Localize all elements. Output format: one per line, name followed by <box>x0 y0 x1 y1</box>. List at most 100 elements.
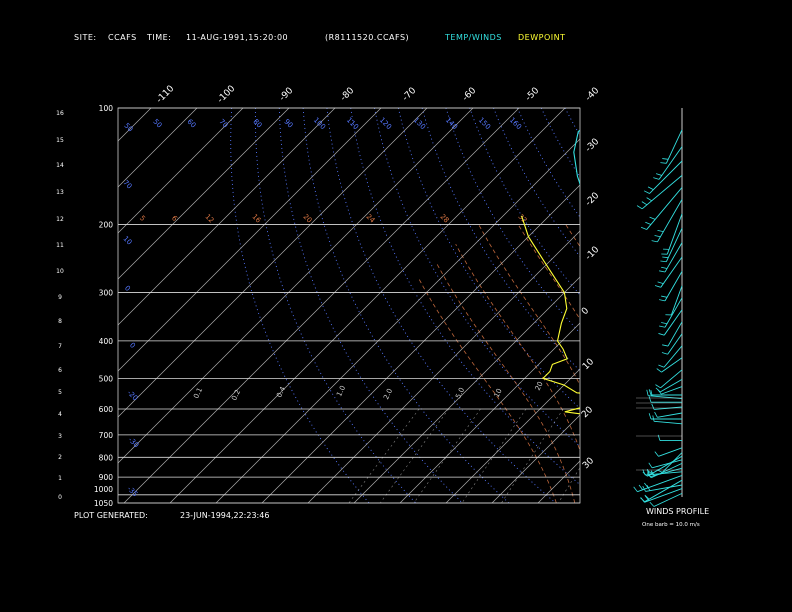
theta-label: 120 <box>378 116 393 131</box>
height-km-label: 11 <box>56 242 64 249</box>
height-km-label: 7 <box>58 343 62 350</box>
theta-label: 130 <box>412 116 427 131</box>
wind-barb-flag <box>658 333 665 336</box>
height-km-label: 1 <box>58 475 62 482</box>
dewpoint-line <box>521 215 580 415</box>
isotherm-line <box>0 108 105 503</box>
moist-adiabat-line <box>435 261 576 503</box>
wind-barb-flag <box>651 240 658 243</box>
wind-barb-flag <box>662 158 669 160</box>
theta-e-label: 28 <box>438 213 450 225</box>
dry-adiabat-line <box>779 108 792 503</box>
moist-adiabat-line <box>682 224 704 503</box>
isotherm-line <box>118 108 198 188</box>
theta-e-label: 20 <box>301 213 313 225</box>
wind-barb <box>661 357 683 373</box>
isotherm-line <box>676 108 792 503</box>
dry-adiabat-line <box>684 108 792 503</box>
wind-barb <box>665 228 683 262</box>
wind-barb-flag <box>643 190 650 194</box>
wind-barb-flag <box>649 501 655 507</box>
wind-barb-flag <box>660 260 667 263</box>
wind-barb-flag <box>640 497 646 502</box>
wind-barb <box>660 256 683 288</box>
wind-barb <box>664 271 683 302</box>
wind-barb-flag <box>644 494 650 500</box>
time-value: 11-AUG-1991,15:20:00 <box>186 33 289 42</box>
wind-barb <box>664 297 683 328</box>
dry-adiabat-line <box>421 108 580 372</box>
wind-barb <box>657 199 683 243</box>
mixing-ratio-line <box>348 408 420 503</box>
theta-left-label: -35 <box>126 485 140 499</box>
wind-barb-flag <box>647 186 654 190</box>
thermo-lines <box>0 108 792 503</box>
mixing-ratio-line <box>605 409 660 503</box>
temperature-line <box>573 129 580 186</box>
height-km-label: 16 <box>56 110 64 117</box>
wind-barb <box>646 187 683 230</box>
wind-barb-flag <box>646 469 652 475</box>
height-km-label: 3 <box>58 433 62 440</box>
wind-barb <box>644 479 683 503</box>
dry-adiabat-line <box>589 108 792 503</box>
dry-adiabat-line <box>613 108 792 503</box>
wind-barb <box>670 285 683 316</box>
height-km-label: 13 <box>56 189 64 196</box>
mixing-ratio-label: 20 <box>534 380 545 391</box>
isotherm-line <box>123 108 520 503</box>
wind-barb <box>667 333 683 355</box>
theta-label: 150 <box>477 116 492 131</box>
isotherm-line <box>118 108 382 372</box>
pressure-tick-label: 600 <box>99 405 114 414</box>
wind-barb-flag <box>644 482 649 488</box>
wind-barb-flag <box>662 256 669 259</box>
wind-barb <box>661 386 683 395</box>
wind-barb-flag <box>659 325 666 328</box>
pressure-tick-label: 800 <box>99 453 114 462</box>
isotherm-top-label: -70 <box>401 86 419 104</box>
theta-left-label: -20 <box>126 389 140 403</box>
dry-adiabat-line <box>636 108 792 503</box>
theta-left-label: 0 <box>128 341 137 350</box>
isotherm-line <box>353 276 580 503</box>
theta-e-label: 12 <box>203 213 215 225</box>
dry-adiabat-line <box>302 108 510 503</box>
dry-adiabat-line <box>278 108 463 503</box>
dry-adiabat-line <box>540 108 580 178</box>
dry-adiabat-line <box>445 108 580 334</box>
mixing-ratio-label: 5.0 <box>454 386 466 399</box>
theta-label: 90 <box>282 118 294 130</box>
wind-barb-flag <box>642 471 648 477</box>
pressure-tick-label: 100 <box>99 104 114 113</box>
dry-adiabat-line <box>516 108 580 218</box>
wind-barb-flag <box>654 235 661 238</box>
wind-barb <box>641 175 683 210</box>
wind-barb-flag <box>638 484 644 490</box>
wind-barb <box>663 345 683 368</box>
wind-barb-flag <box>647 471 651 477</box>
wind-barb-flag <box>661 266 668 269</box>
wind-barb-flag <box>654 451 659 457</box>
wind-barb <box>665 129 683 164</box>
isotherm-line <box>722 108 792 503</box>
time-label: TIME: <box>147 33 172 42</box>
wind-barb <box>644 488 683 503</box>
wind-barb <box>658 146 683 180</box>
isotherm-right-label: -10 <box>584 245 602 263</box>
isotherm-line <box>118 108 152 142</box>
wind-barb-flag <box>640 226 647 230</box>
mixing-ratio-label: 0.2 <box>230 388 242 401</box>
wind-barb-flag <box>654 411 658 418</box>
isotherm-right-label: -30 <box>584 137 602 155</box>
barb-note: One barb = 10.0 m/s <box>642 522 700 528</box>
wind-barb <box>650 462 683 479</box>
wind-barb-flag <box>645 221 652 225</box>
dry-adiabat-line <box>469 108 580 296</box>
isotherm-top-label: -100 <box>216 84 238 106</box>
isotherm-line <box>118 108 336 326</box>
wind-barb-flag <box>633 486 638 492</box>
dry-adiabat-line <box>756 108 792 503</box>
isotherm-line <box>118 108 290 280</box>
wind-barb-flag <box>661 352 668 355</box>
